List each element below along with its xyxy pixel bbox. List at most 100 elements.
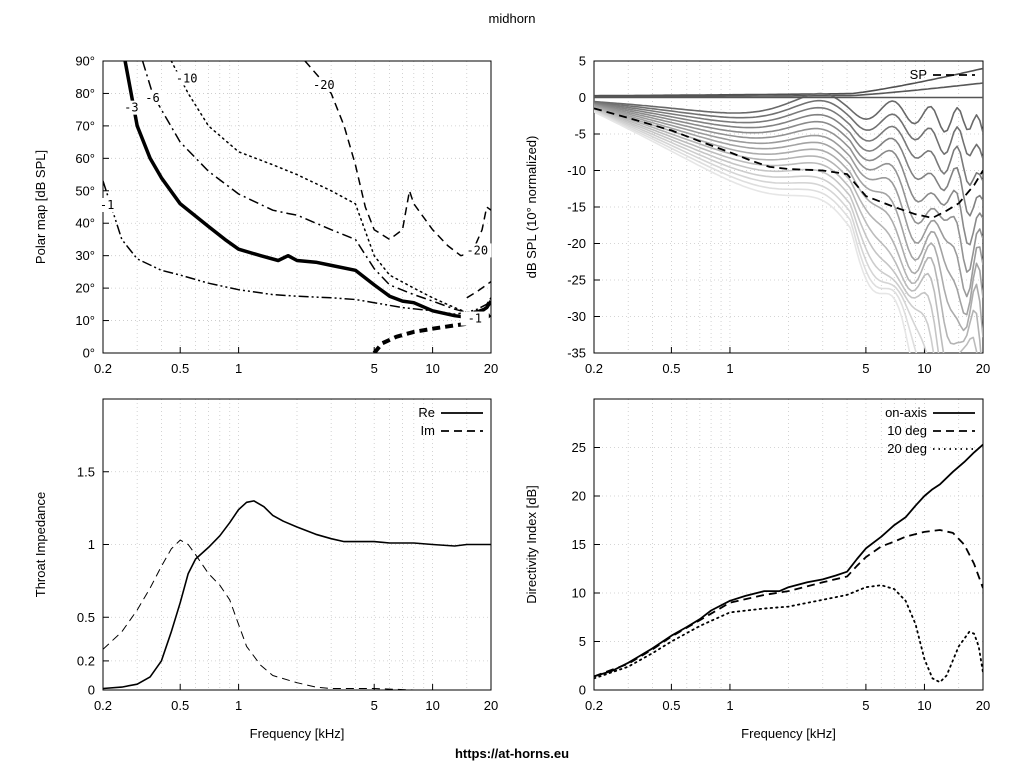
contour-line <box>466 280 491 299</box>
y-axis-label: Directivity Index [dB] <box>524 485 539 604</box>
contour-line <box>103 180 491 315</box>
y-tick-label: 1.5 <box>77 464 95 479</box>
y-tick-label: 20° <box>75 281 95 296</box>
series-line <box>594 529 983 678</box>
contour-label-bg <box>463 243 492 258</box>
y-tick-label: 15 <box>572 537 586 552</box>
polar-response-line <box>594 107 978 353</box>
x-tick-label: 5 <box>371 361 378 376</box>
y-tick-label: 80° <box>75 86 95 101</box>
x-tick-label: 0.5 <box>171 361 189 376</box>
y-tick-label: -10 <box>567 163 586 178</box>
y-tick-label: 0.2 <box>77 653 95 668</box>
x-tick-label: 20 <box>484 361 498 376</box>
y-tick-label: 0 <box>88 683 95 698</box>
polar-response-line <box>594 109 928 353</box>
x-tick-label: 10 <box>917 361 931 376</box>
x-tick-label: 10 <box>917 698 931 713</box>
x-tick-label: 0.2 <box>585 361 603 376</box>
y-tick-label: 50° <box>75 183 95 198</box>
y-tick-label: 10° <box>75 313 95 328</box>
contour-label: -1 <box>100 198 114 212</box>
polar-response-line <box>594 103 983 246</box>
x-tick-label: 20 <box>976 698 990 713</box>
polar-response-line <box>594 67 983 97</box>
y-tick-label: -20 <box>567 236 586 251</box>
y-tick-label: 10 <box>572 586 586 601</box>
polar-map-panel: 0.2 0.5 1 5 10 20 0° 10° 20° 30° 40° 50° 60° 70° 80° 90… <box>33 54 498 377</box>
polar-response-line <box>594 102 983 187</box>
y-tick-label: 60° <box>75 151 95 166</box>
contour-label-bg <box>138 90 167 105</box>
x-tick-label: 1 <box>726 698 733 713</box>
contour-label: -10 <box>176 71 198 85</box>
x-tick-label: 0.5 <box>662 698 680 713</box>
series-line <box>594 443 983 678</box>
series-line <box>103 539 491 690</box>
x-tick-label: 0.2 <box>585 698 603 713</box>
x-tick-label: 0.2 <box>94 361 112 376</box>
polar-response-line <box>594 108 940 353</box>
polar-response-line <box>594 107 982 353</box>
x-tick-label: 20 <box>976 361 990 376</box>
spl-panel: 0.2 0.5 1 5 10 20 5 0 -5 -10 -15 -20 -25 -30 -35 dB SPL… <box>524 54 990 377</box>
x-axis-label: Frequency [kHz] <box>250 726 345 741</box>
contour-label-bg <box>93 198 122 212</box>
contour-line <box>141 61 491 314</box>
y-tick-label: 90° <box>75 54 95 69</box>
series-line <box>594 584 983 684</box>
contour-label-bg <box>172 71 201 86</box>
polar-response-line <box>594 111 911 353</box>
polar-response-line <box>594 109 935 353</box>
y-tick-label: 0.5 <box>77 610 95 625</box>
y-axis-label: Throat Impedance <box>33 492 48 598</box>
legend-label: Re <box>418 405 435 420</box>
x-tick-label: 1 <box>235 361 242 376</box>
polar-response-line <box>594 99 983 160</box>
x-tick-label: 0.2 <box>94 698 112 713</box>
contour-label: -3 <box>124 101 138 115</box>
contour-label: -20 <box>466 243 488 257</box>
y-tick-label: 5 <box>579 634 586 649</box>
x-tick-label: 1 <box>726 361 733 376</box>
legend-label: Im <box>421 423 435 438</box>
x-tick-label: 0.5 <box>171 698 189 713</box>
x-tick-label: 5 <box>862 361 869 376</box>
sp-series-line <box>594 107 983 219</box>
polar-response-line <box>594 110 918 353</box>
x-tick-label: 10 <box>425 361 439 376</box>
contour-label: -1 <box>468 312 482 326</box>
polar-response-line <box>594 105 983 316</box>
y-tick-label: 25 <box>572 440 586 455</box>
y-tick-label: -30 <box>567 309 586 324</box>
y-axis-label: Polar map [dB SPL] <box>33 150 48 264</box>
y-tick-label: 0° <box>83 346 95 361</box>
contour-label-bg <box>460 311 489 326</box>
contour-label: -20 <box>313 78 335 92</box>
polar-response-line <box>594 104 983 298</box>
footer-url: https://at-horns.eu <box>455 746 569 761</box>
x-tick-label: 0.5 <box>662 361 680 376</box>
polar-response-line <box>594 82 983 98</box>
y-tick-label: -25 <box>567 273 586 288</box>
y-tick-label: 30° <box>75 248 95 263</box>
series-line <box>103 500 491 690</box>
contour-label-bg <box>117 100 146 115</box>
y-tick-label: 20 <box>572 489 586 504</box>
plot-frame <box>593 60 984 354</box>
y-tick-label: -35 <box>567 346 586 361</box>
figure-title: midhorn <box>489 11 536 26</box>
polar-response-line <box>594 104 983 273</box>
contour-line <box>170 61 491 315</box>
contour-label-bg <box>309 77 338 92</box>
x-tick-label: 1 <box>235 698 242 713</box>
x-tick-label: 20 <box>484 698 498 713</box>
polar-response-line <box>594 92 983 133</box>
contour-line <box>372 312 491 353</box>
x-tick-label: 10 <box>425 698 439 713</box>
y-tick-label: 70° <box>75 118 95 133</box>
contour-line <box>123 61 491 320</box>
